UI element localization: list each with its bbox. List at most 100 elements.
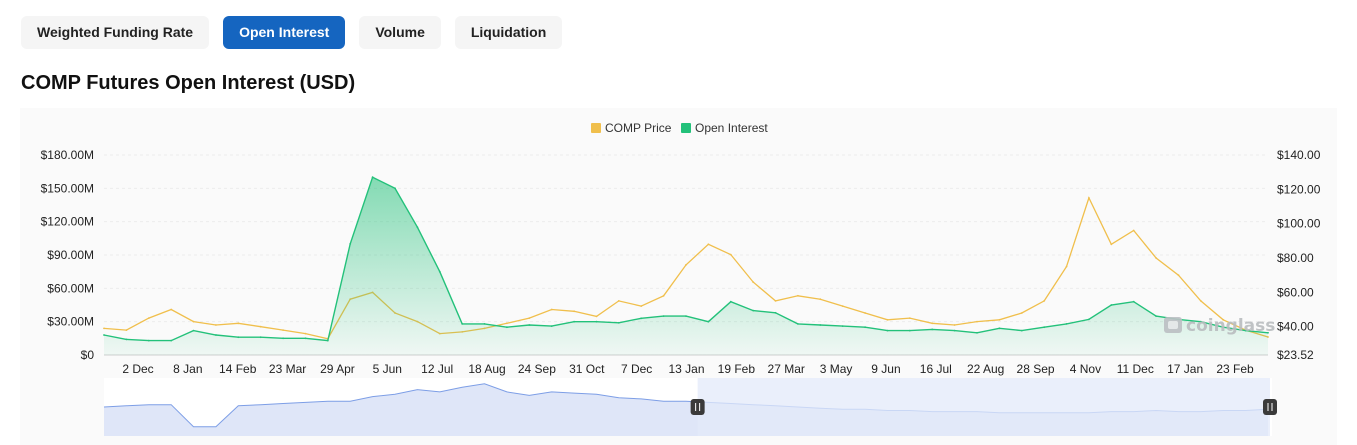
legend[interactable]: COMP Price Open Interest — [591, 121, 768, 135]
open-interest-point — [394, 187, 396, 190]
open-interest-point — [774, 311, 777, 314]
slider-handle-left-icon[interactable] — [690, 399, 705, 415]
open-interest-point — [752, 309, 755, 312]
comp-price-point — [662, 294, 665, 297]
x-tick-label: 29 Apr — [320, 362, 355, 376]
comp-price-point — [1110, 243, 1113, 246]
watermark-text: coinglass — [1186, 316, 1275, 336]
comp-price-point — [931, 322, 934, 325]
comp-price-point — [192, 320, 195, 323]
open-interest-point — [147, 339, 150, 342]
open-interest-point — [192, 329, 195, 332]
open-interest-point — [1132, 300, 1135, 303]
legend-swatch-price — [591, 123, 601, 133]
comp-price-point — [304, 332, 307, 335]
open-interest-point — [595, 320, 598, 323]
x-tick-label: 18 Aug — [468, 362, 505, 376]
comp-price-point — [550, 308, 553, 311]
x-tick-label: 14 Feb — [219, 362, 257, 376]
open-interest-point — [103, 334, 105, 336]
open-interest-point — [1267, 331, 1269, 334]
comp-price-point — [237, 322, 240, 325]
right-tick-label: $80.00 — [1277, 251, 1314, 265]
tab-bar: Weighted Funding Rate Open Interest Volu… — [21, 16, 563, 49]
comp-price-point — [1155, 257, 1157, 259]
x-tick-label: 23 Mar — [269, 362, 306, 376]
comp-price-point — [506, 322, 508, 325]
comp-price-point — [617, 300, 620, 302]
x-tick-label: 23 Feb — [1216, 362, 1254, 376]
comp-price-point — [147, 317, 150, 319]
open-interest-point — [349, 243, 352, 245]
open-interest-point — [953, 329, 956, 332]
x-tick-label: 11 Dec — [1117, 362, 1154, 376]
open-interest-point — [1043, 326, 1046, 329]
legend-swatch-open-interest — [681, 123, 691, 133]
x-tick-label: 3 May — [820, 362, 853, 376]
right-y-axis: $23.52 $40.00 $60.00 $80.00 $100.00 $120.00 $1… — [1277, 148, 1321, 362]
open-interest-point — [1088, 318, 1090, 321]
tab-liquidation[interactable]: Liquidation — [454, 16, 563, 49]
left-tick-label: $60.00M — [47, 281, 94, 295]
open-interest-point — [326, 339, 329, 342]
comp-price-point — [1088, 197, 1090, 199]
open-interest-point — [282, 337, 284, 340]
comp-price-point — [215, 324, 217, 326]
open-interest-point — [662, 315, 665, 317]
open-interest-point — [819, 324, 822, 326]
open-interest-point — [931, 328, 934, 331]
comp-price-point — [573, 310, 575, 313]
tab-volume[interactable]: Volume — [359, 16, 441, 49]
comp-price-point — [752, 281, 755, 283]
open-interest-area — [104, 177, 1268, 355]
comp-price-point — [819, 298, 822, 301]
x-tick-label: 27 Mar — [768, 362, 805, 376]
open-interest-point — [1155, 315, 1157, 317]
tab-weighted-funding-rate[interactable]: Weighted Funding Rate — [21, 16, 210, 49]
comp-price-point — [595, 315, 598, 318]
x-tick-label: 16 Jul — [920, 362, 952, 376]
comp-price-point — [908, 317, 911, 319]
open-interest-point — [170, 339, 173, 342]
comp-price-point — [729, 253, 732, 256]
open-interest-point — [908, 329, 911, 332]
comp-price-point — [1199, 300, 1202, 302]
x-tick-label: 4 Nov — [1070, 362, 1101, 376]
open-interest-point — [1244, 329, 1247, 332]
slider-handle-right-icon[interactable] — [1263, 399, 1277, 415]
right-tick-label: $60.00 — [1277, 285, 1314, 299]
open-interest-point — [998, 327, 1001, 330]
right-tick-label: $40.00 — [1277, 320, 1314, 334]
comp-price-point — [685, 264, 687, 266]
tab-open-interest[interactable]: Open Interest — [223, 16, 346, 49]
open-interest-point — [304, 337, 307, 340]
comp-price-point — [1020, 312, 1023, 314]
open-interest-point — [1110, 304, 1113, 306]
comp-price-point — [1177, 274, 1180, 277]
x-tick-label: 2 Dec — [122, 362, 153, 376]
comp-price-point — [125, 329, 128, 331]
open-interest-point — [1065, 323, 1068, 325]
open-interest-point — [617, 321, 620, 324]
open-interest-point — [573, 320, 575, 323]
open-interest-point — [483, 323, 486, 325]
open-interest-point — [506, 326, 508, 329]
x-tick-label: 5 Jun — [373, 362, 402, 376]
x-tick-label: 17 Jan — [1167, 362, 1203, 376]
open-interest-point — [886, 329, 889, 332]
comp-price-point — [1043, 300, 1046, 302]
open-interest-point — [461, 323, 464, 325]
range-navigator[interactable] — [103, 378, 1277, 436]
open-interest-point — [371, 176, 374, 179]
series-layer — [103, 176, 1269, 355]
x-axis: 2 Dec 8 Jan 14 Feb 23 Mar 29 Apr 5 Jun 12 Jul 1… — [122, 362, 1254, 376]
comp-price-point — [282, 329, 284, 331]
x-tick-label: 7 Dec — [621, 362, 652, 376]
open-interest-point — [1020, 329, 1023, 332]
navigator-selection[interactable] — [697, 378, 1270, 436]
x-tick-label: 22 Aug — [967, 362, 1004, 376]
comp-price-point — [640, 305, 643, 307]
x-tick-label: 12 Jul — [421, 362, 453, 376]
watermark: coinglass — [1164, 316, 1275, 336]
